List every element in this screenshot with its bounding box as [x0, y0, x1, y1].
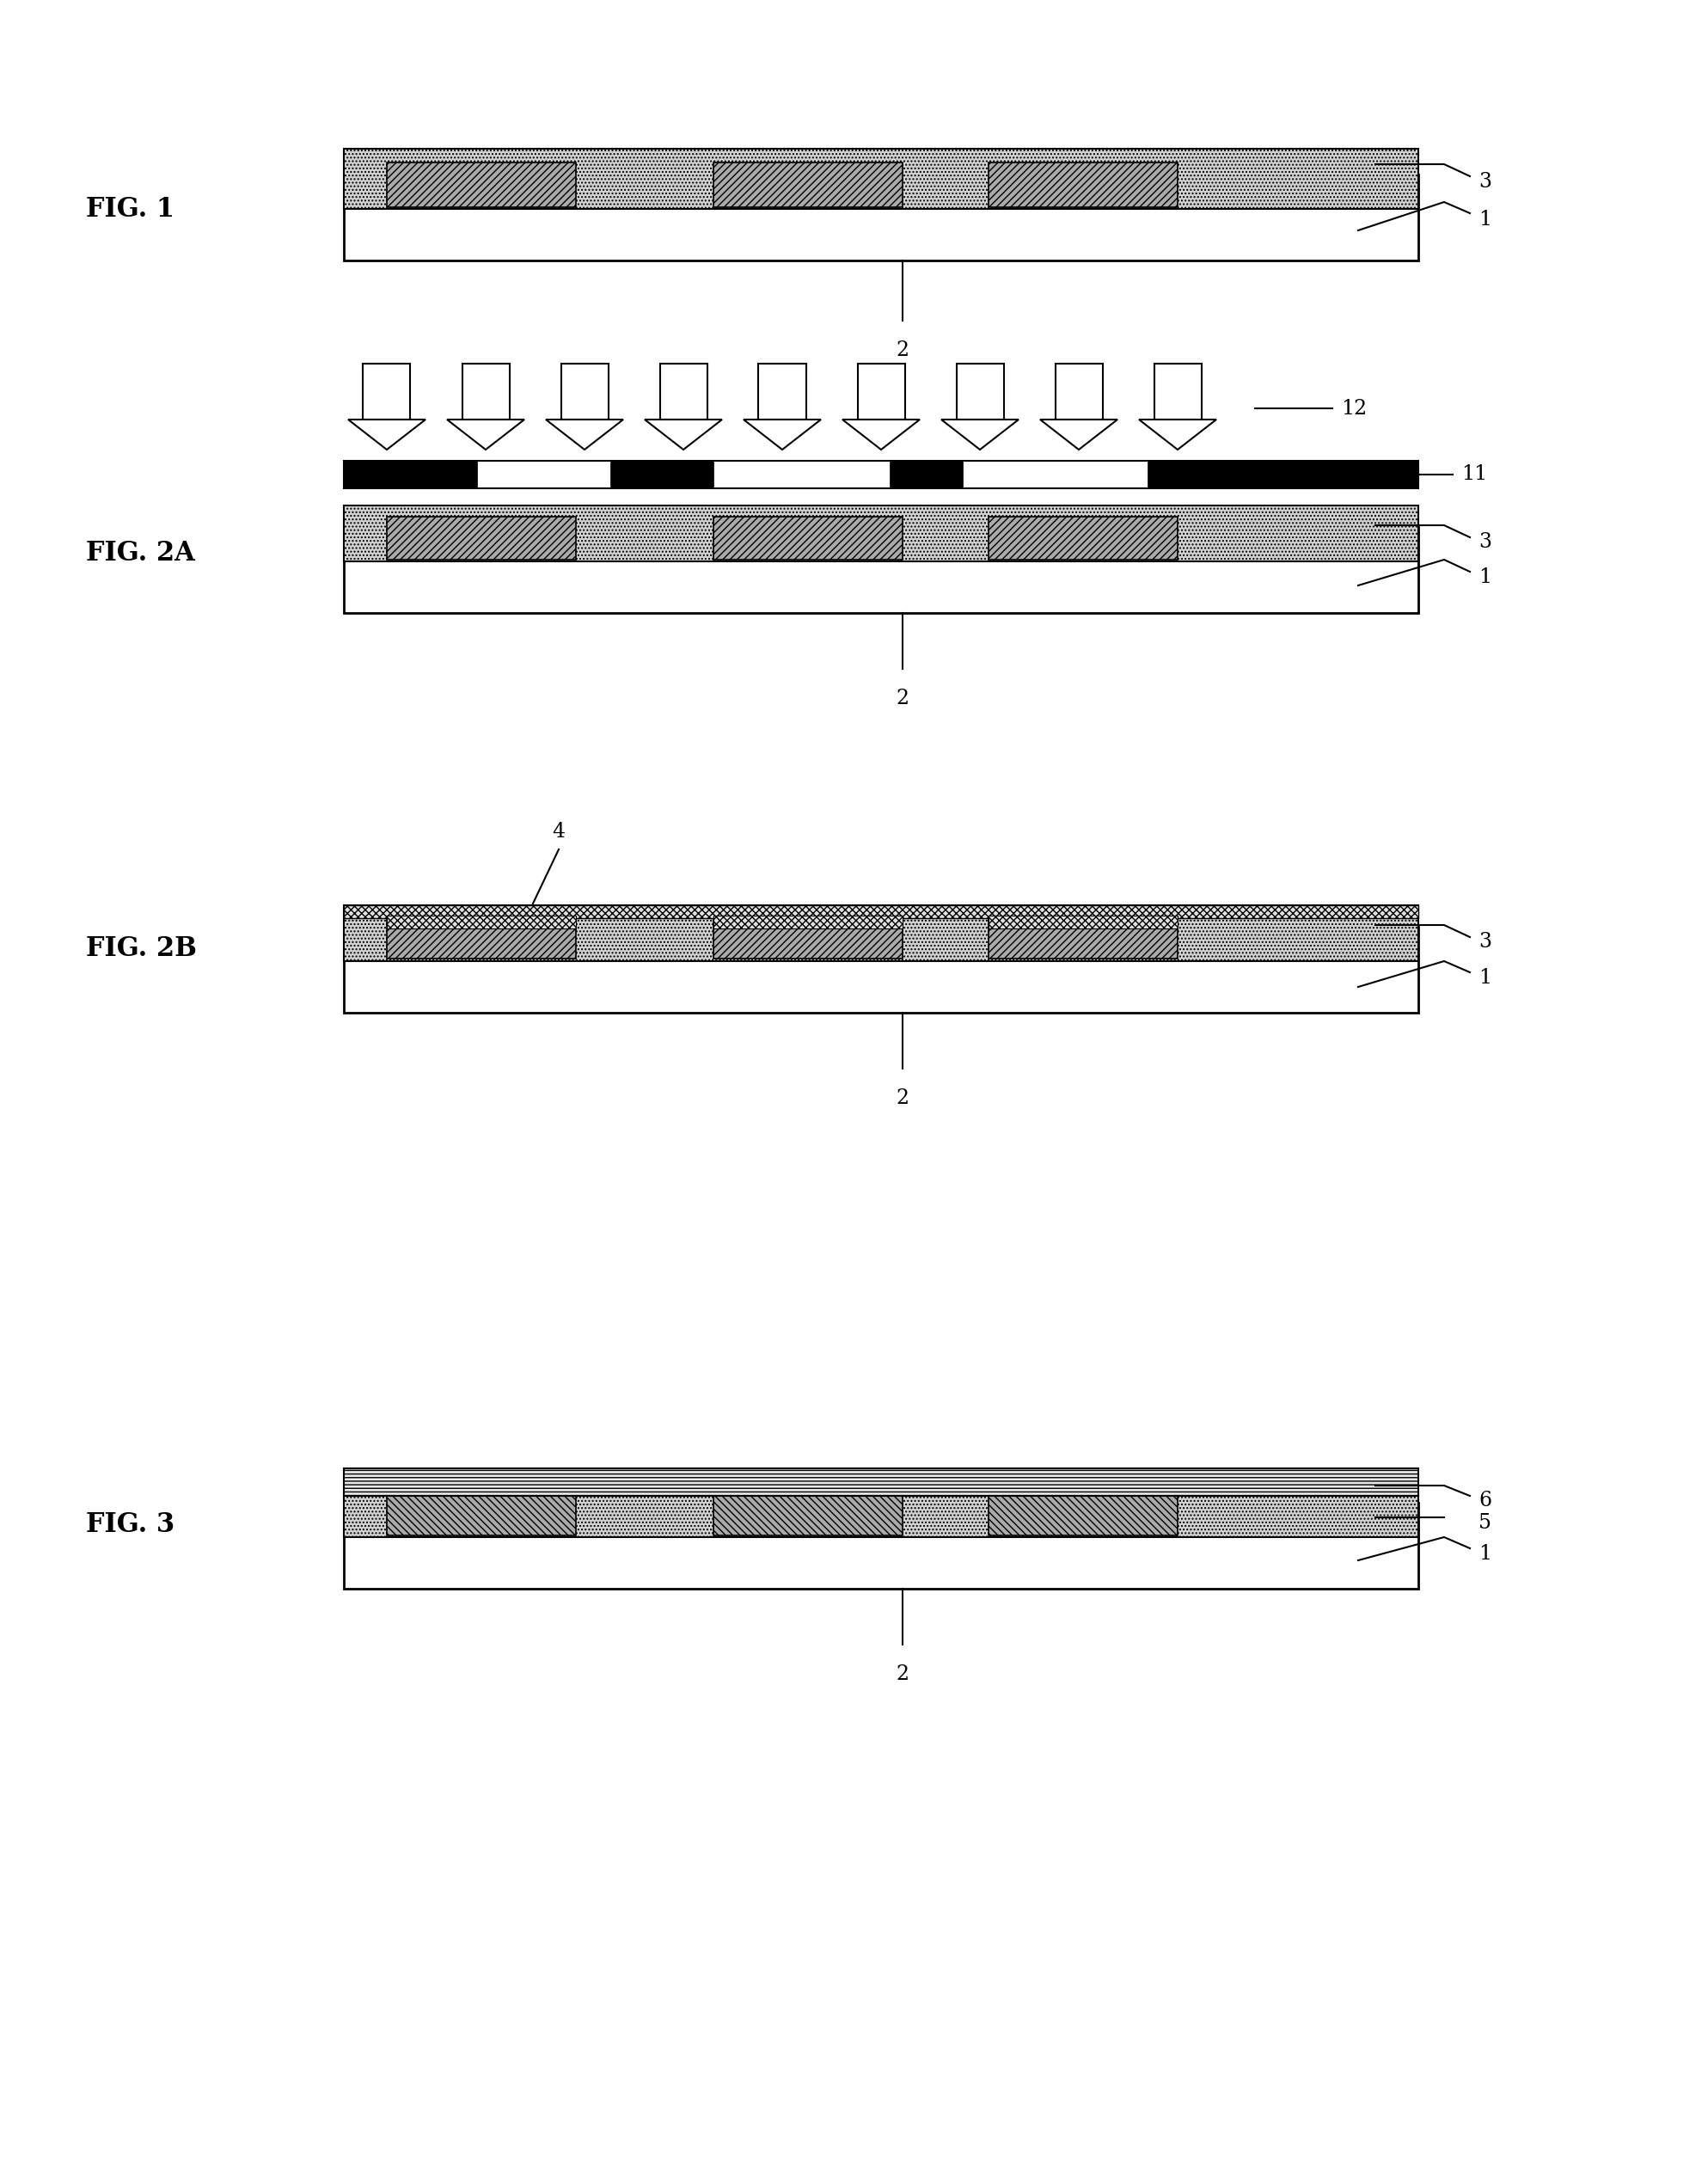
- Text: 2: 2: [897, 1666, 909, 1685]
- Text: 2: 2: [897, 1089, 909, 1108]
- Bar: [343, 150, 1418, 208]
- Text: 6: 6: [1479, 1490, 1491, 1512]
- Bar: [343, 527, 1418, 614]
- Polygon shape: [842, 419, 921, 449]
- Polygon shape: [743, 419, 822, 449]
- Text: 3: 3: [1479, 171, 1491, 191]
- Text: 4: 4: [552, 822, 565, 842]
- Bar: [714, 516, 902, 560]
- Text: 2: 2: [897, 690, 909, 709]
- Bar: [989, 915, 1177, 928]
- Text: FIG. 3: FIG. 3: [85, 1512, 174, 1538]
- Bar: [343, 904, 1418, 961]
- Bar: [659, 364, 707, 419]
- Bar: [714, 915, 902, 959]
- Text: FIG. 1: FIG. 1: [85, 195, 174, 221]
- Bar: [560, 364, 608, 419]
- Bar: [343, 460, 477, 488]
- Polygon shape: [547, 419, 623, 449]
- Text: 1: 1: [1479, 566, 1491, 588]
- Polygon shape: [348, 419, 425, 449]
- Bar: [758, 364, 806, 419]
- Bar: [364, 364, 410, 419]
- Polygon shape: [1139, 419, 1216, 449]
- Bar: [857, 364, 905, 419]
- Bar: [989, 1497, 1177, 1536]
- Polygon shape: [1040, 419, 1117, 449]
- Bar: [1148, 460, 1418, 488]
- Text: FIG. 2A: FIG. 2A: [85, 540, 195, 566]
- Bar: [890, 460, 963, 488]
- Bar: [386, 1497, 576, 1536]
- Bar: [343, 904, 1418, 917]
- Bar: [956, 364, 1004, 419]
- Text: 5: 5: [1479, 1512, 1491, 1533]
- Bar: [989, 915, 1177, 959]
- Bar: [714, 163, 902, 208]
- Text: 3: 3: [1479, 534, 1491, 553]
- Bar: [343, 174, 1418, 260]
- Bar: [989, 516, 1177, 560]
- Bar: [610, 460, 714, 488]
- Bar: [714, 915, 902, 928]
- Bar: [386, 163, 576, 208]
- Bar: [343, 1494, 1418, 1538]
- Text: 1: 1: [1479, 210, 1491, 230]
- Bar: [1155, 364, 1201, 419]
- Text: 2: 2: [897, 341, 909, 360]
- Text: 1: 1: [1479, 1544, 1491, 1564]
- Bar: [343, 460, 1418, 488]
- Text: 1: 1: [1479, 967, 1491, 989]
- Bar: [386, 915, 576, 928]
- Text: FIG. 2B: FIG. 2B: [85, 935, 196, 961]
- Polygon shape: [447, 419, 524, 449]
- Bar: [343, 505, 1418, 562]
- Bar: [1056, 364, 1102, 419]
- Bar: [343, 1468, 1418, 1497]
- Polygon shape: [941, 419, 1018, 449]
- Text: 3: 3: [1479, 933, 1491, 952]
- Bar: [714, 1497, 902, 1536]
- Bar: [386, 915, 576, 959]
- Bar: [463, 364, 509, 419]
- Polygon shape: [644, 419, 722, 449]
- Bar: [343, 1503, 1418, 1588]
- Bar: [343, 926, 1418, 1013]
- Text: 12: 12: [1341, 399, 1366, 419]
- Bar: [989, 163, 1177, 208]
- Bar: [386, 516, 576, 560]
- Text: 11: 11: [1462, 464, 1488, 484]
